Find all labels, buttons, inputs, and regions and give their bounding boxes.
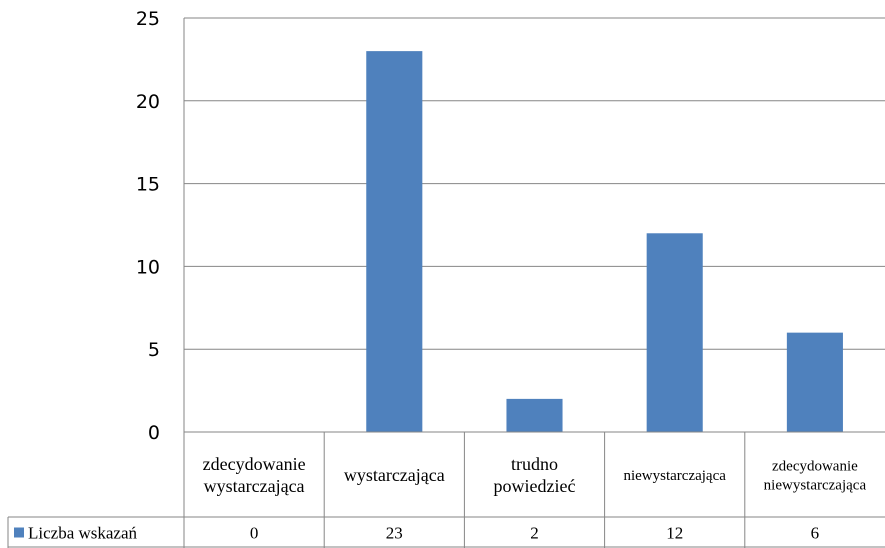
data-value-cell: 6 [811,524,820,543]
data-value-cell: 12 [666,524,683,543]
y-tick-label: 20 [136,91,160,113]
category-label: wystarczająca [344,465,445,485]
data-value-cell: 2 [530,524,539,543]
legend-label: Liczba wskazań [28,524,138,543]
data-value-cell: 0 [250,524,259,543]
bar [646,233,703,432]
category-label: niewystarczająca [623,468,726,484]
y-tick-label: 15 [136,174,160,196]
y-tick-label: 10 [136,256,160,278]
category-label: zdecydowanie niewystarczająca [764,458,867,493]
y-tick-label: 5 [148,339,160,361]
data-value-cell: 23 [386,524,403,543]
data-table: zdecydowanie wystarczająca wystarczająca tr… [7,431,885,548]
y-axis-ticks: 0 5 10 15 20 25 [136,8,160,444]
y-tick-label: 25 [136,8,160,30]
bar [366,51,423,433]
y-tick-label: 0 [148,422,160,444]
bar [506,398,563,432]
bar [786,332,843,432]
category-label: trudno powiedzieć [494,454,576,496]
legend-swatch [14,527,24,538]
category-label: zdecydowanie wystarczająca [203,454,306,496]
gridlines [183,17,885,548]
bars [366,51,843,433]
